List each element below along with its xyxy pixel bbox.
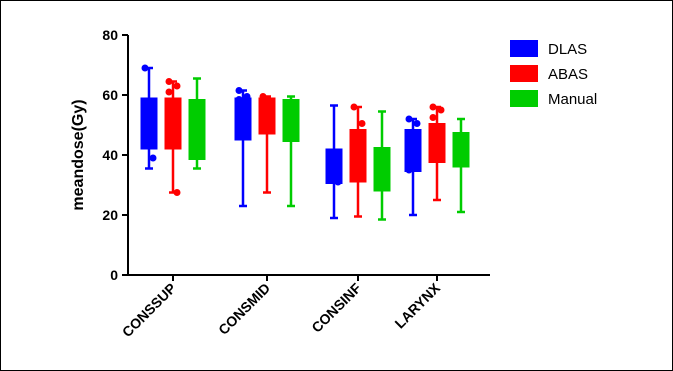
legend-label-manual: Manual xyxy=(548,91,597,108)
box-dlas-consinf xyxy=(325,104,343,220)
legend-label-dlas: DLAS xyxy=(548,41,587,58)
box-iqr xyxy=(404,129,422,172)
outlier-point xyxy=(141,64,149,72)
outlier-point xyxy=(173,82,181,90)
legend: DLAS ABAS Manual xyxy=(510,40,597,108)
box-iqr xyxy=(188,99,206,160)
y-axis-label: meandose(Gy) xyxy=(70,99,87,210)
outlier-point xyxy=(165,88,173,96)
x-tick-label: CONSSUP xyxy=(119,280,179,340)
outlier-point xyxy=(235,96,243,103)
box-abas-larynx xyxy=(428,103,446,202)
box-dlas-larynx xyxy=(404,115,422,217)
outlier-point xyxy=(429,103,437,111)
outlier-point xyxy=(326,156,334,163)
outlier-point xyxy=(429,114,437,121)
outlier-point xyxy=(413,120,421,127)
y-axis: 0 20 40 60 80 xyxy=(102,27,129,283)
outlier-point xyxy=(350,103,358,111)
box-dlas-consmid xyxy=(234,87,252,208)
y-tick-label: 80 xyxy=(102,27,118,43)
box-iqr xyxy=(349,129,367,183)
x-tick-label: CONSMID xyxy=(215,280,273,338)
outlier-point xyxy=(235,87,243,94)
y-tick-label: 40 xyxy=(102,147,118,163)
x-tick-label: LARYNX xyxy=(391,279,443,331)
x-axis: CONSSUP CONSMID CONSINF LARYNX xyxy=(119,274,490,340)
box-dlas-conssup xyxy=(140,64,158,170)
box-manual-consmid xyxy=(282,95,300,208)
outlier-point xyxy=(358,120,366,127)
box-iqr xyxy=(140,97,158,150)
box-manual-consinf xyxy=(373,110,391,221)
box-manual-conssup xyxy=(188,77,206,170)
box-iqr xyxy=(282,99,300,142)
outlier-point xyxy=(405,166,413,174)
legend-swatch-abas xyxy=(510,65,538,82)
y-tick-label: 20 xyxy=(102,207,118,223)
box-iqr xyxy=(164,97,182,150)
legend-swatch-manual xyxy=(510,90,538,107)
box-abas-consinf xyxy=(349,103,367,218)
box-iqr xyxy=(373,147,391,192)
box-manual-larynx xyxy=(452,117,470,214)
box-abas-conssup xyxy=(164,78,182,196)
y-tick-label: 60 xyxy=(102,87,118,103)
outlier-point xyxy=(405,115,413,123)
y-tick-label: 0 xyxy=(110,267,118,283)
outlier-point xyxy=(173,189,181,196)
legend-label-abas: ABAS xyxy=(548,66,588,83)
outlier-point xyxy=(334,178,342,186)
box-iqr xyxy=(325,148,343,184)
outlier-point xyxy=(243,93,251,100)
outlier-point xyxy=(165,78,173,85)
outlier-point xyxy=(149,154,157,162)
box-abas-consmid xyxy=(258,93,276,194)
outlier-point xyxy=(259,93,267,100)
outlier-point xyxy=(437,106,445,114)
x-tick-label: CONSINF xyxy=(308,279,364,335)
box-plots xyxy=(140,64,470,221)
legend-swatch-dlas xyxy=(510,40,538,57)
box-iqr xyxy=(234,97,252,141)
